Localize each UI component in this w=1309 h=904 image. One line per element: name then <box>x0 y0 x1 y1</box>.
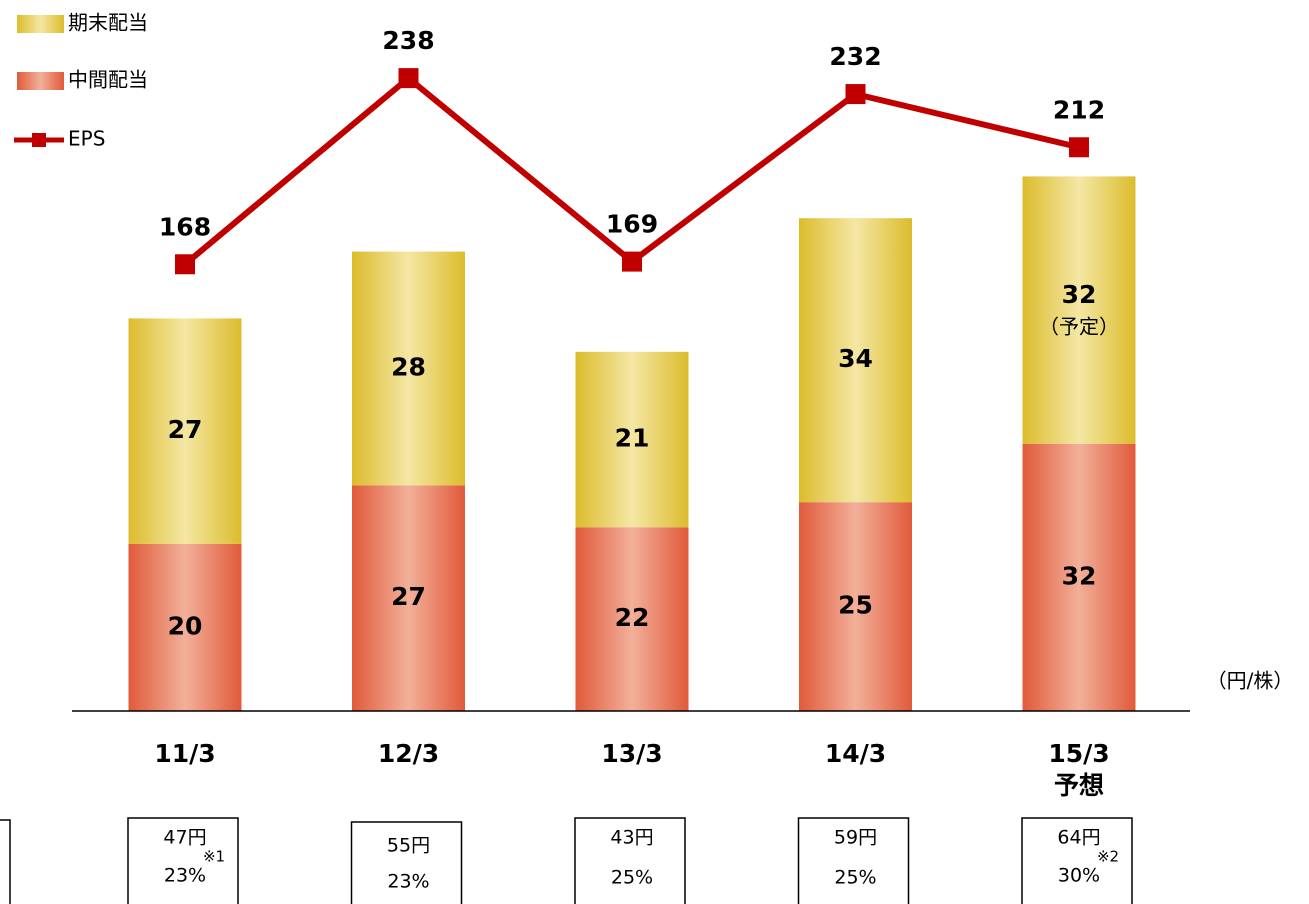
footnote: ※1 <box>203 848 225 866</box>
bar-segment <box>1022 176 1136 444</box>
data-label: 20 <box>168 611 203 640</box>
data-label: 169 <box>606 210 658 239</box>
eps-marker <box>1069 137 1089 158</box>
legend-swatch <box>32 133 46 147</box>
data-label: 28 <box>391 353 426 382</box>
data-label: 32 <box>1062 561 1097 590</box>
legend-swatch <box>17 72 64 90</box>
total-dividend: 59円 <box>834 827 877 849</box>
data-label: 168 <box>159 212 211 241</box>
data-label: 21 <box>615 424 650 453</box>
box-frame <box>1021 817 1133 904</box>
eps-marker <box>622 251 642 272</box>
x-tick-label: 14/3 <box>825 739 886 768</box>
legend-label: 期末配当 <box>68 11 148 35</box>
eps-marker <box>845 84 866 105</box>
total-dividend: 47円 <box>163 827 206 849</box>
x-tick-label: 12/3 <box>378 739 439 768</box>
total-dividend: 43円 <box>610 827 653 849</box>
eps-marker <box>398 68 419 89</box>
payout-ratio: 23% <box>387 871 429 893</box>
bar-segment <box>128 543 242 711</box>
legend-label: 中間配当 <box>68 68 148 92</box>
payout-ratio: 23% <box>164 865 206 887</box>
box-frame <box>350 821 463 904</box>
footnote: ※2 <box>1097 848 1119 866</box>
box-frame <box>127 817 239 904</box>
bar-segment <box>1022 443 1136 711</box>
payout-ratio: 25% <box>611 867 653 889</box>
total-dividend: 64円 <box>1057 827 1100 849</box>
bar-segment <box>352 485 465 711</box>
data-label: 32 <box>1062 280 1097 309</box>
payout-ratio: 25% <box>834 867 876 889</box>
bar-segment <box>799 218 912 503</box>
box-frame <box>0 819 11 904</box>
data-label: 212 <box>1053 95 1105 124</box>
data-note: （予定） <box>1039 315 1119 339</box>
unit-label: （円/株） <box>1207 669 1294 693</box>
x-tick-label: 13/3 <box>601 739 662 768</box>
eps-marker <box>175 254 195 275</box>
data-label: 27 <box>391 582 426 611</box>
data-label: 25 <box>838 591 873 620</box>
bar-segment <box>575 527 689 711</box>
bar-segment <box>799 502 912 711</box>
box-frame <box>574 817 686 904</box>
legend-swatch <box>17 15 64 33</box>
bar-segment <box>352 251 465 486</box>
payout-ratio: 30% <box>1058 865 1100 887</box>
legend-label: EPS <box>68 127 105 151</box>
x-tick-note: 予想 <box>1054 771 1104 800</box>
bar-segment <box>575 351 689 528</box>
x-tick-label: 15/3 <box>1048 739 1109 768</box>
data-label: 27 <box>168 415 203 444</box>
bar-segment <box>128 318 242 544</box>
data-label: 238 <box>382 26 434 55</box>
data-label: 22 <box>615 603 650 632</box>
x-tick-label: 11/3 <box>154 739 215 768</box>
data-label: 232 <box>829 42 881 71</box>
total-dividend: 55円 <box>387 835 430 857</box>
data-label: 34 <box>838 344 873 373</box>
box-frame <box>797 817 910 904</box>
